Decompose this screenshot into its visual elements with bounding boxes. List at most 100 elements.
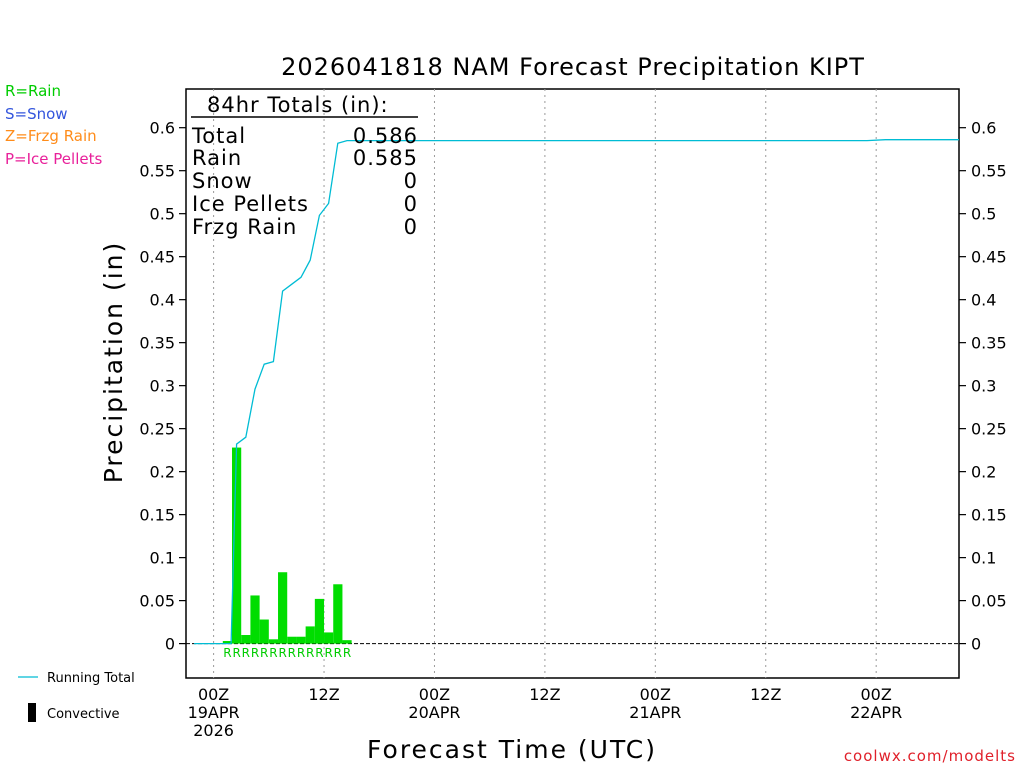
- totals-label-total: Total: [191, 124, 246, 148]
- precip-type-code: R: [297, 646, 305, 660]
- precip-type-code: R: [269, 646, 277, 660]
- y-tick-label-right: 0.6: [971, 119, 996, 138]
- precip-type-code: R: [223, 646, 231, 660]
- y-tick-label-right: 0.05: [971, 592, 1007, 611]
- precip-type-code: R: [260, 646, 268, 660]
- y-tick-label-left: 0.2: [150, 463, 175, 482]
- totals-value-rain: 0.585: [353, 146, 418, 170]
- totals-box: 84hr Totals (in): Total 0.586 Rain 0.585…: [191, 93, 418, 239]
- x-tick-label: 12Z: [308, 685, 339, 704]
- running-total-legend-label: Running Total: [47, 671, 135, 686]
- precip-bar: [342, 640, 352, 644]
- y-tick-label-left: 0.5: [150, 205, 175, 224]
- precip-type-key: R=Rain S=Snow Z=Frzg Rain P=Ice Pellets: [5, 82, 102, 168]
- precip-type-code: R: [251, 646, 259, 660]
- key-rain: R=Rain: [5, 82, 61, 100]
- y-tick-label-right: 0.5: [971, 205, 996, 224]
- precip-bar: [314, 598, 325, 644]
- x-tick-label: 00Z: [419, 685, 450, 704]
- y-tick-label-right: 0.4: [971, 291, 996, 310]
- precip-bar: [287, 636, 297, 644]
- precip-bar: [305, 626, 315, 644]
- y-tick-label-left: 0.4: [150, 291, 175, 310]
- y-tick-label-left: 0.05: [139, 592, 175, 611]
- x-tick-label: 12Z: [529, 685, 560, 704]
- precip-bar: [250, 595, 260, 644]
- convective-legend-label: Convective: [47, 707, 120, 722]
- convective-legend-swatch: [28, 703, 36, 722]
- totals-value-total: 0.586: [353, 124, 418, 148]
- x-tick-label: 20APR: [408, 703, 460, 722]
- y-tick-label-right: 0.2: [971, 463, 996, 482]
- convective-bars: [222, 447, 352, 644]
- x-tick-label: 00Z: [198, 685, 229, 704]
- key-frzg-rain: Z=Frzg Rain: [5, 127, 97, 145]
- x-tick-label: 2026: [193, 721, 234, 740]
- precip-type-code: R: [324, 646, 332, 660]
- running-total-series: [194, 139, 959, 645]
- precip-bar: [259, 619, 269, 644]
- precip-bar: [268, 639, 279, 644]
- y-axis-ticks: 0 00.05 0.050.1 0.10.15 0.150.2 0.20.25 0.250.…: [139, 119, 1006, 654]
- totals-header: 84hr Totals (in):: [207, 93, 389, 117]
- x-tick-label: 00Z: [861, 685, 892, 704]
- y-tick-label-right: 0.35: [971, 334, 1007, 353]
- y-tick-label-right: 0.3: [971, 377, 996, 396]
- y-tick-label-left: 0.35: [139, 334, 175, 353]
- precip-bar: [241, 635, 251, 644]
- y-tick-label-left: 0.3: [150, 377, 175, 396]
- y-tick-label-left: 0.6: [150, 119, 175, 138]
- precip-type-code: R: [288, 646, 296, 660]
- key-ice-pellets: P=Ice Pellets: [5, 150, 102, 168]
- y-tick-label-left: 0.45: [139, 248, 175, 267]
- precip-type-code: R: [334, 646, 342, 660]
- precip-type-code: R: [232, 646, 240, 660]
- x-tick-label: 19APR: [188, 703, 240, 722]
- y-tick-label-right: 0.15: [971, 506, 1007, 525]
- x-axis-label: Forecast Time (UTC): [367, 735, 657, 764]
- x-tick-label: 22APR: [850, 703, 902, 722]
- x-tick-label: 00Z: [640, 685, 671, 704]
- precip-bar: [333, 584, 343, 644]
- credit-link[interactable]: coolwx.com/modelts: [844, 747, 1016, 765]
- y-tick-label-right: 0.25: [971, 420, 1007, 439]
- precip-type-code: R: [315, 646, 323, 660]
- totals-value-snow: 0: [404, 169, 418, 193]
- y-tick-label-left: 0.55: [139, 162, 175, 181]
- totals-label-frzg-rain: Frzg Rain: [192, 215, 297, 239]
- precip-bar: [222, 641, 233, 644]
- y-axis-label: Precipitation (in): [99, 241, 128, 484]
- key-snow: S=Snow: [5, 105, 68, 123]
- totals-label-ice-pellets: Ice Pellets: [192, 192, 309, 216]
- precip-bar: [232, 447, 242, 644]
- precip-type-code: R: [306, 646, 314, 660]
- y-tick-label-right: 0.55: [971, 162, 1007, 181]
- series-legend: Running Total Convective: [18, 671, 135, 722]
- chart-title: 2026041818 NAM Forecast Precipitation KI…: [281, 53, 865, 81]
- plot-frame: [185, 88, 960, 679]
- y-tick-label-left: 0.25: [139, 420, 175, 439]
- running-total-line: [194, 139, 959, 645]
- precip-type-code: R: [343, 646, 351, 660]
- precip-type-code: R: [242, 646, 250, 660]
- totals-label-rain: Rain: [192, 146, 242, 170]
- precip-bar: [324, 632, 334, 644]
- precip-bar: [296, 636, 306, 644]
- y-tick-label-left: 0.15: [139, 506, 175, 525]
- y-tick-label-right: 0: [971, 635, 981, 654]
- totals-value-frzg-rain: 0: [404, 215, 418, 239]
- y-tick-label-left: 0.1: [150, 549, 175, 568]
- y-tick-label-right: 0.45: [971, 248, 1007, 267]
- x-tick-label: 12Z: [750, 685, 781, 704]
- totals-label-snow: Snow: [192, 169, 253, 193]
- y-tick-label-right: 0.1: [971, 549, 996, 568]
- precip-bar: [278, 572, 288, 644]
- precip-type-code: R: [278, 646, 286, 660]
- totals-value-ice-pellets: 0: [404, 192, 418, 216]
- y-tick-label-left: 0: [165, 635, 175, 654]
- x-tick-label: 21APR: [629, 703, 681, 722]
- gridlines: [186, 89, 959, 678]
